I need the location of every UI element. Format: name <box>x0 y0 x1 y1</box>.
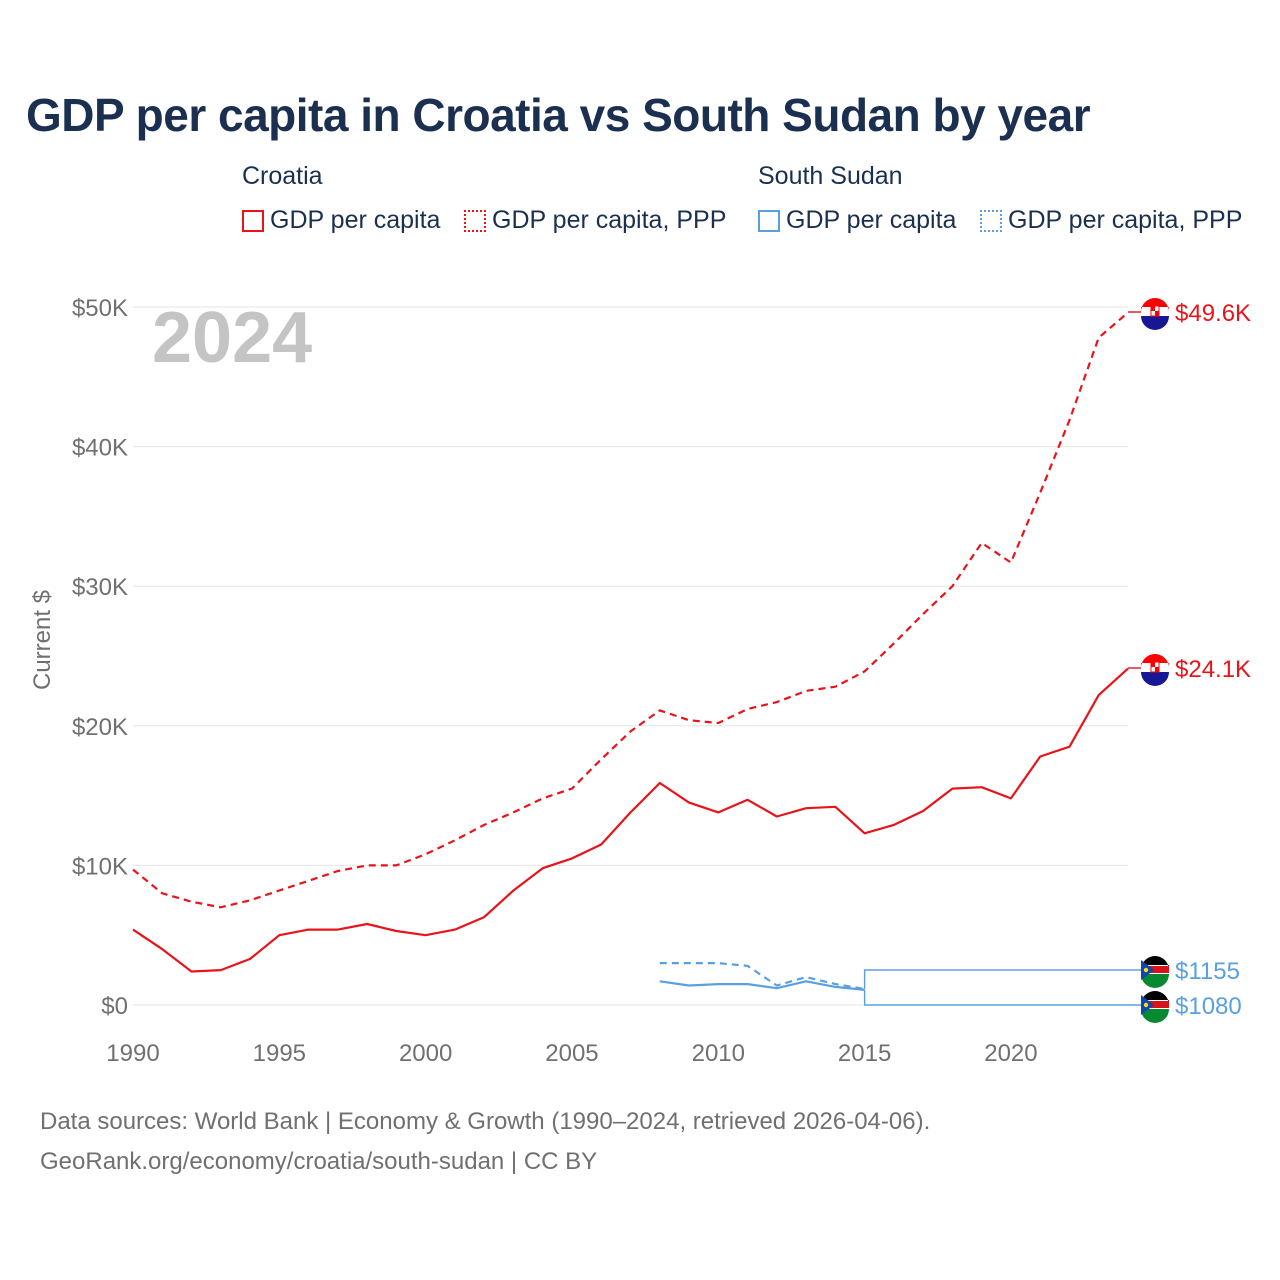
legend-croatia-gdp[interactable]: GDP per capita <box>242 206 440 235</box>
legend-group-south-sudan: South Sudan <box>758 162 903 190</box>
legend-swatch-solid <box>242 209 264 232</box>
legend-label: GDP per capita <box>786 206 957 234</box>
x-tick-label: 2020 <box>984 1040 1037 1067</box>
end-label-connector <box>863 969 1141 989</box>
flag-star <box>1143 1002 1149 1008</box>
year-watermark: 2024 <box>152 298 312 378</box>
x-tick-label: 1990 <box>106 1040 159 1067</box>
flag-black-band <box>1141 956 1169 970</box>
x-tick-label: 2010 <box>692 1040 745 1067</box>
series-line-croatia-ppp <box>132 311 1129 909</box>
y-tick-label: $30K <box>72 574 128 601</box>
flag-red-band <box>1141 654 1169 668</box>
end-value-label: $1155 <box>1175 958 1240 985</box>
flag-red-band <box>1141 966 1169 973</box>
footer-sources: Data sources: World Bank | Economy & Gro… <box>40 1108 931 1135</box>
legend-group-croatia: Croatia <box>242 162 323 190</box>
line-chart: $0 $10K $20K $30K $40K $50K 1990 1995 2000 2005 20… <box>29 295 1251 1067</box>
flag-blue-band <box>1141 316 1169 330</box>
legend-south-sudan-gdp-ppp[interactable]: GDP per capita, PPP <box>980 206 1242 235</box>
flag-green-band <box>1141 1009 1169 1023</box>
x-tick-label: 1995 <box>253 1040 306 1067</box>
end-label-connector <box>863 989 1141 1006</box>
flag-green-band <box>1141 974 1169 988</box>
flag-blue-band <box>1141 672 1169 686</box>
south-sudan-flag-icon <box>1141 991 1169 1023</box>
y-tick-label: $40K <box>72 435 128 462</box>
croatia-flag-icon <box>1141 298 1169 330</box>
y-tick-label: $20K <box>72 714 128 741</box>
flag-star <box>1143 967 1149 973</box>
legend-croatia-gdp-ppp[interactable]: GDP per capita, PPP <box>464 206 726 235</box>
legend-swatch-dotted <box>980 209 1002 232</box>
flag-checker <box>1151 306 1155 311</box>
legend-label: GDP per capita <box>270 206 441 234</box>
legend-label: GDP per capita, PPP <box>492 206 727 234</box>
flag-checker <box>1151 662 1155 667</box>
y-tick-label: $0 <box>101 993 128 1020</box>
flag-checker <box>1155 311 1159 316</box>
y-tick-label: $50K <box>72 295 128 322</box>
chart-title: GDP per capita in Croatia vs South Sudan… <box>26 89 1091 141</box>
series-line-croatia <box>132 667 1129 973</box>
legend-swatch-solid <box>758 209 780 232</box>
y-tick-label: $10K <box>72 853 128 880</box>
south-sudan-flag-icon <box>1141 956 1169 988</box>
x-tick-label: 2000 <box>399 1040 452 1067</box>
flag-checker <box>1155 667 1159 672</box>
y-axis-title: Current $ <box>29 590 56 690</box>
flag-black-band <box>1141 991 1169 1005</box>
series-line-south-sudan <box>659 980 865 991</box>
x-tick-label: 2005 <box>545 1040 598 1067</box>
x-tick-label: 2015 <box>838 1040 891 1067</box>
end-value-label: $1080 <box>1175 993 1242 1020</box>
legend-label: GDP per capita, PPP <box>1008 206 1243 234</box>
footer-link[interactable]: GeoRank.org/economy/croatia/south-sudan … <box>40 1148 598 1175</box>
end-value-label: $24.1K <box>1175 656 1251 683</box>
legend-south-sudan-gdp[interactable]: GDP per capita <box>758 206 956 235</box>
end-value-label: $49.6K <box>1175 300 1251 327</box>
croatia-flag-icon <box>1141 654 1169 686</box>
legend-swatch-dotted <box>464 209 486 232</box>
flag-red-band <box>1141 1001 1169 1008</box>
flag-red-band <box>1141 298 1169 312</box>
